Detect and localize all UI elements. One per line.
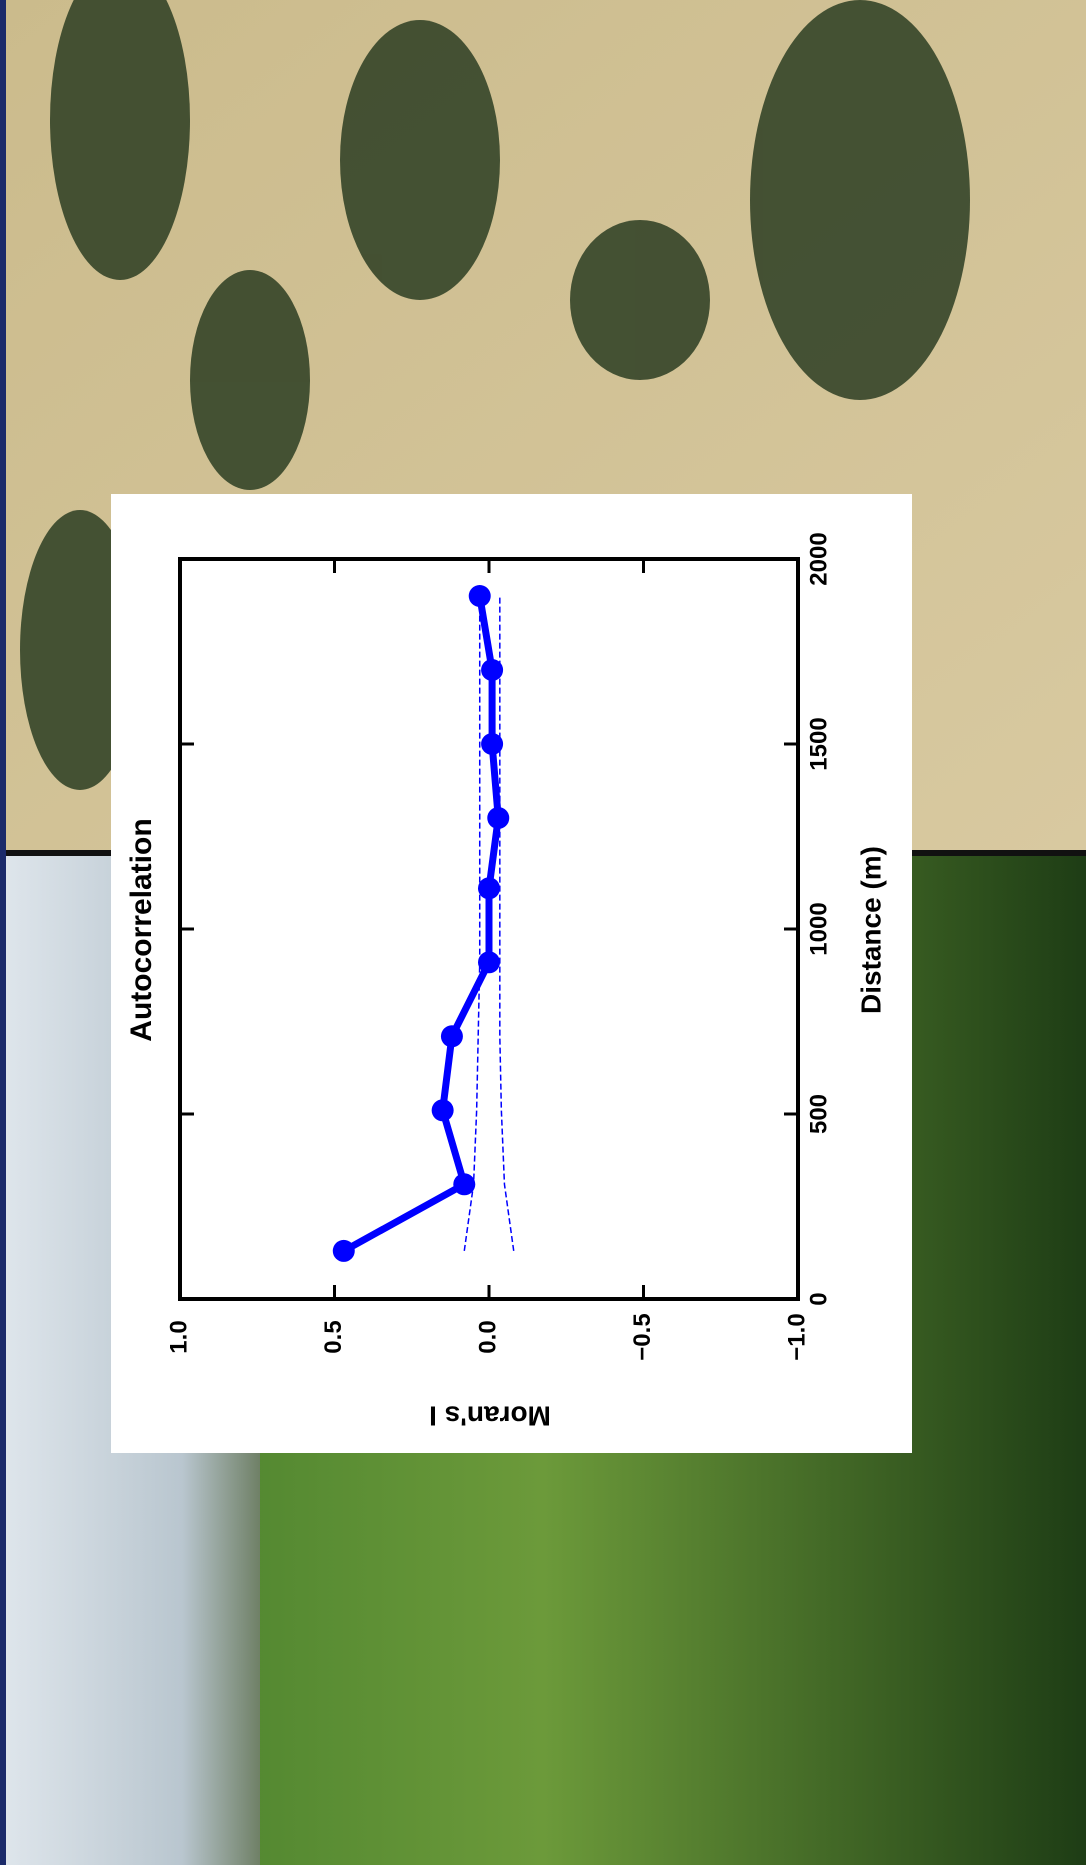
- x-tick-label: 1500: [805, 717, 832, 770]
- x-tick-label: 2000: [805, 532, 832, 585]
- x-tick-label: 1000: [805, 902, 832, 955]
- chart: Autocorrelation Distance (m) Moran's I 0…: [125, 532, 886, 1431]
- left-edge: [0, 0, 6, 1865]
- confidence-bound: [463, 596, 481, 1252]
- data-point: [481, 733, 504, 755]
- data-point: [478, 877, 500, 900]
- y-tick-label: −0.5: [629, 1313, 656, 1360]
- x-tick-label: 0: [805, 1292, 832, 1305]
- shrubs: [20, 0, 970, 790]
- y-axis-label: Moran's I: [429, 1401, 551, 1432]
- chart-title: Autocorrelation: [125, 818, 158, 1041]
- data-point: [440, 1025, 463, 1048]
- data-point: [332, 1239, 355, 1262]
- data-point: [431, 1099, 454, 1122]
- data-point: [478, 951, 500, 974]
- y-tick-label: −1.0: [783, 1313, 810, 1360]
- y-tick-label: 0.5: [320, 1320, 347, 1353]
- data-point: [481, 659, 504, 681]
- data-point: [468, 585, 491, 607]
- x-tick-label: 500: [805, 1094, 832, 1134]
- data-point: [487, 807, 510, 829]
- y-tick-label: 1.0: [165, 1320, 192, 1353]
- data-point: [453, 1173, 476, 1196]
- x-axis-label: Distance (m): [855, 846, 886, 1014]
- confidence-bound: [499, 596, 515, 1252]
- chart-panel: [111, 494, 912, 1453]
- data-line: [342, 595, 502, 1254]
- y-tick-label: 0.0: [474, 1320, 501, 1353]
